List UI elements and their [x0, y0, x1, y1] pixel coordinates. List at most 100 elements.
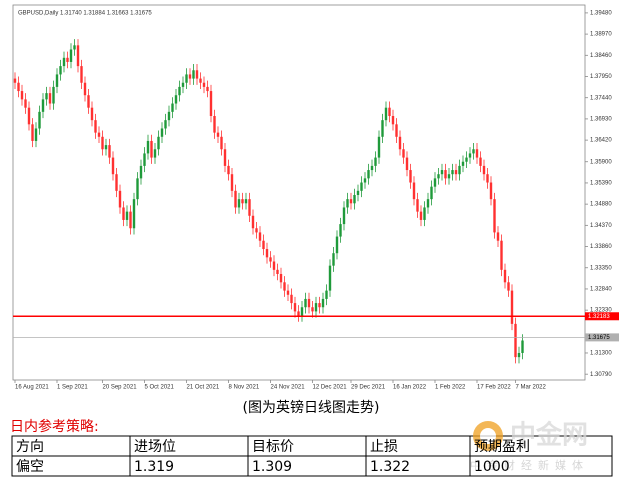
y-tick-label: 1.34370 [590, 223, 612, 229]
candle-body [507, 282, 510, 291]
candle-body [346, 199, 349, 208]
table-cell: 偏空 [16, 459, 44, 475]
level-line-tag [585, 312, 619, 321]
candle-body [143, 153, 146, 166]
candle-body [405, 157, 409, 171]
candle-body [451, 170, 454, 175]
y-tick-label: 1.38970 [590, 32, 612, 38]
candle-body [328, 265, 332, 291]
candle-body [496, 232, 500, 241]
candle-body [423, 207, 426, 220]
candle-body [402, 149, 405, 158]
candle-body [118, 190, 122, 208]
plot-frame [12, 4, 586, 381]
candle-body [178, 86, 181, 96]
candle-body [38, 111, 41, 129]
table-cell: 1.309 [252, 459, 292, 475]
y-tick-label: 1.32330 [590, 308, 612, 314]
candle-body [521, 340, 524, 353]
candle-body [440, 170, 444, 175]
candle-body [122, 207, 125, 220]
candle-body [181, 82, 185, 87]
candle-body [391, 116, 395, 125]
candle-body [153, 149, 157, 158]
candle-body [136, 178, 139, 200]
candle-body [27, 107, 31, 125]
candle-body [479, 157, 482, 166]
candle-body [517, 352, 521, 358]
candle-body [307, 298, 311, 308]
candle-body [164, 120, 167, 129]
candle-body [195, 70, 199, 79]
table-header-cell: 进场位 [134, 439, 176, 455]
candle-body [34, 128, 38, 141]
candle-body [314, 303, 318, 312]
level-line-label: 1.32183 [588, 314, 610, 320]
candle-body [510, 290, 514, 324]
x-tick-label: 16 Jan 2022 [393, 385, 427, 391]
candle-body [45, 93, 48, 100]
y-tick-label: 1.35900 [590, 159, 612, 165]
y-tick-label: 1.37440 [590, 95, 612, 101]
candle-body [475, 149, 479, 158]
candle-body [293, 303, 297, 312]
y-tick-label: 1.35390 [590, 181, 612, 187]
candle-body [237, 199, 241, 208]
candle-body [321, 298, 325, 308]
candle-body [374, 157, 377, 166]
candle-body [62, 57, 66, 67]
candle-body [59, 66, 62, 75]
table-grid [11, 435, 613, 477]
candle-body [76, 45, 80, 67]
candle-body [216, 132, 220, 137]
candle-body [349, 199, 353, 204]
candle-body [500, 240, 503, 270]
candle-body [269, 257, 272, 262]
candle-body [461, 161, 465, 166]
candle-body [265, 249, 269, 258]
candle-body [325, 290, 328, 299]
candle-body [437, 174, 440, 179]
x-tick-label: 17 Feb 2022 [477, 385, 511, 391]
candle-body [66, 57, 69, 62]
candle-body [108, 145, 111, 158]
candle-body [503, 269, 507, 283]
candle-body [17, 82, 20, 92]
candle-body [244, 199, 248, 204]
candle-body [255, 228, 258, 233]
candle-body [139, 165, 143, 179]
x-tick-label: 8 Nov 2021 [229, 385, 260, 391]
watermark-title: 中金网 [510, 420, 588, 451]
candle-body [384, 107, 388, 121]
candle-body [129, 211, 132, 229]
y-tick-label: 1.34880 [590, 202, 612, 208]
x-tick-label: 1 Feb 2022 [435, 385, 466, 391]
candle-body [55, 74, 59, 87]
candle-body [444, 170, 447, 179]
candle-body [447, 174, 451, 179]
candle-body [458, 165, 461, 175]
candle-body [433, 178, 437, 187]
candle-body [489, 182, 493, 200]
candle-body [69, 49, 73, 62]
y-tick-label: 1.36420 [590, 138, 612, 144]
candle-body [115, 174, 118, 191]
candle-body [286, 290, 290, 295]
y-tick-label: 1.36930 [590, 116, 612, 122]
candle-body [41, 99, 45, 112]
caption: (图为英镑日线图走势) [243, 399, 380, 416]
candle-body [94, 120, 97, 133]
candle-body [398, 136, 402, 150]
y-tick-label: 1.33350 [590, 265, 612, 271]
candle-body [258, 232, 262, 241]
candle-body [150, 140, 153, 158]
candle-body [482, 165, 486, 175]
candle-body [272, 261, 276, 270]
y-tick-label: 1.38460 [590, 53, 612, 59]
candle-body [262, 240, 265, 250]
candle-body [209, 91, 213, 117]
candle-body [486, 174, 489, 183]
candle-body [395, 124, 398, 137]
x-tick-label: 5 Oct 2021 [145, 385, 175, 391]
candle-body [409, 170, 412, 183]
